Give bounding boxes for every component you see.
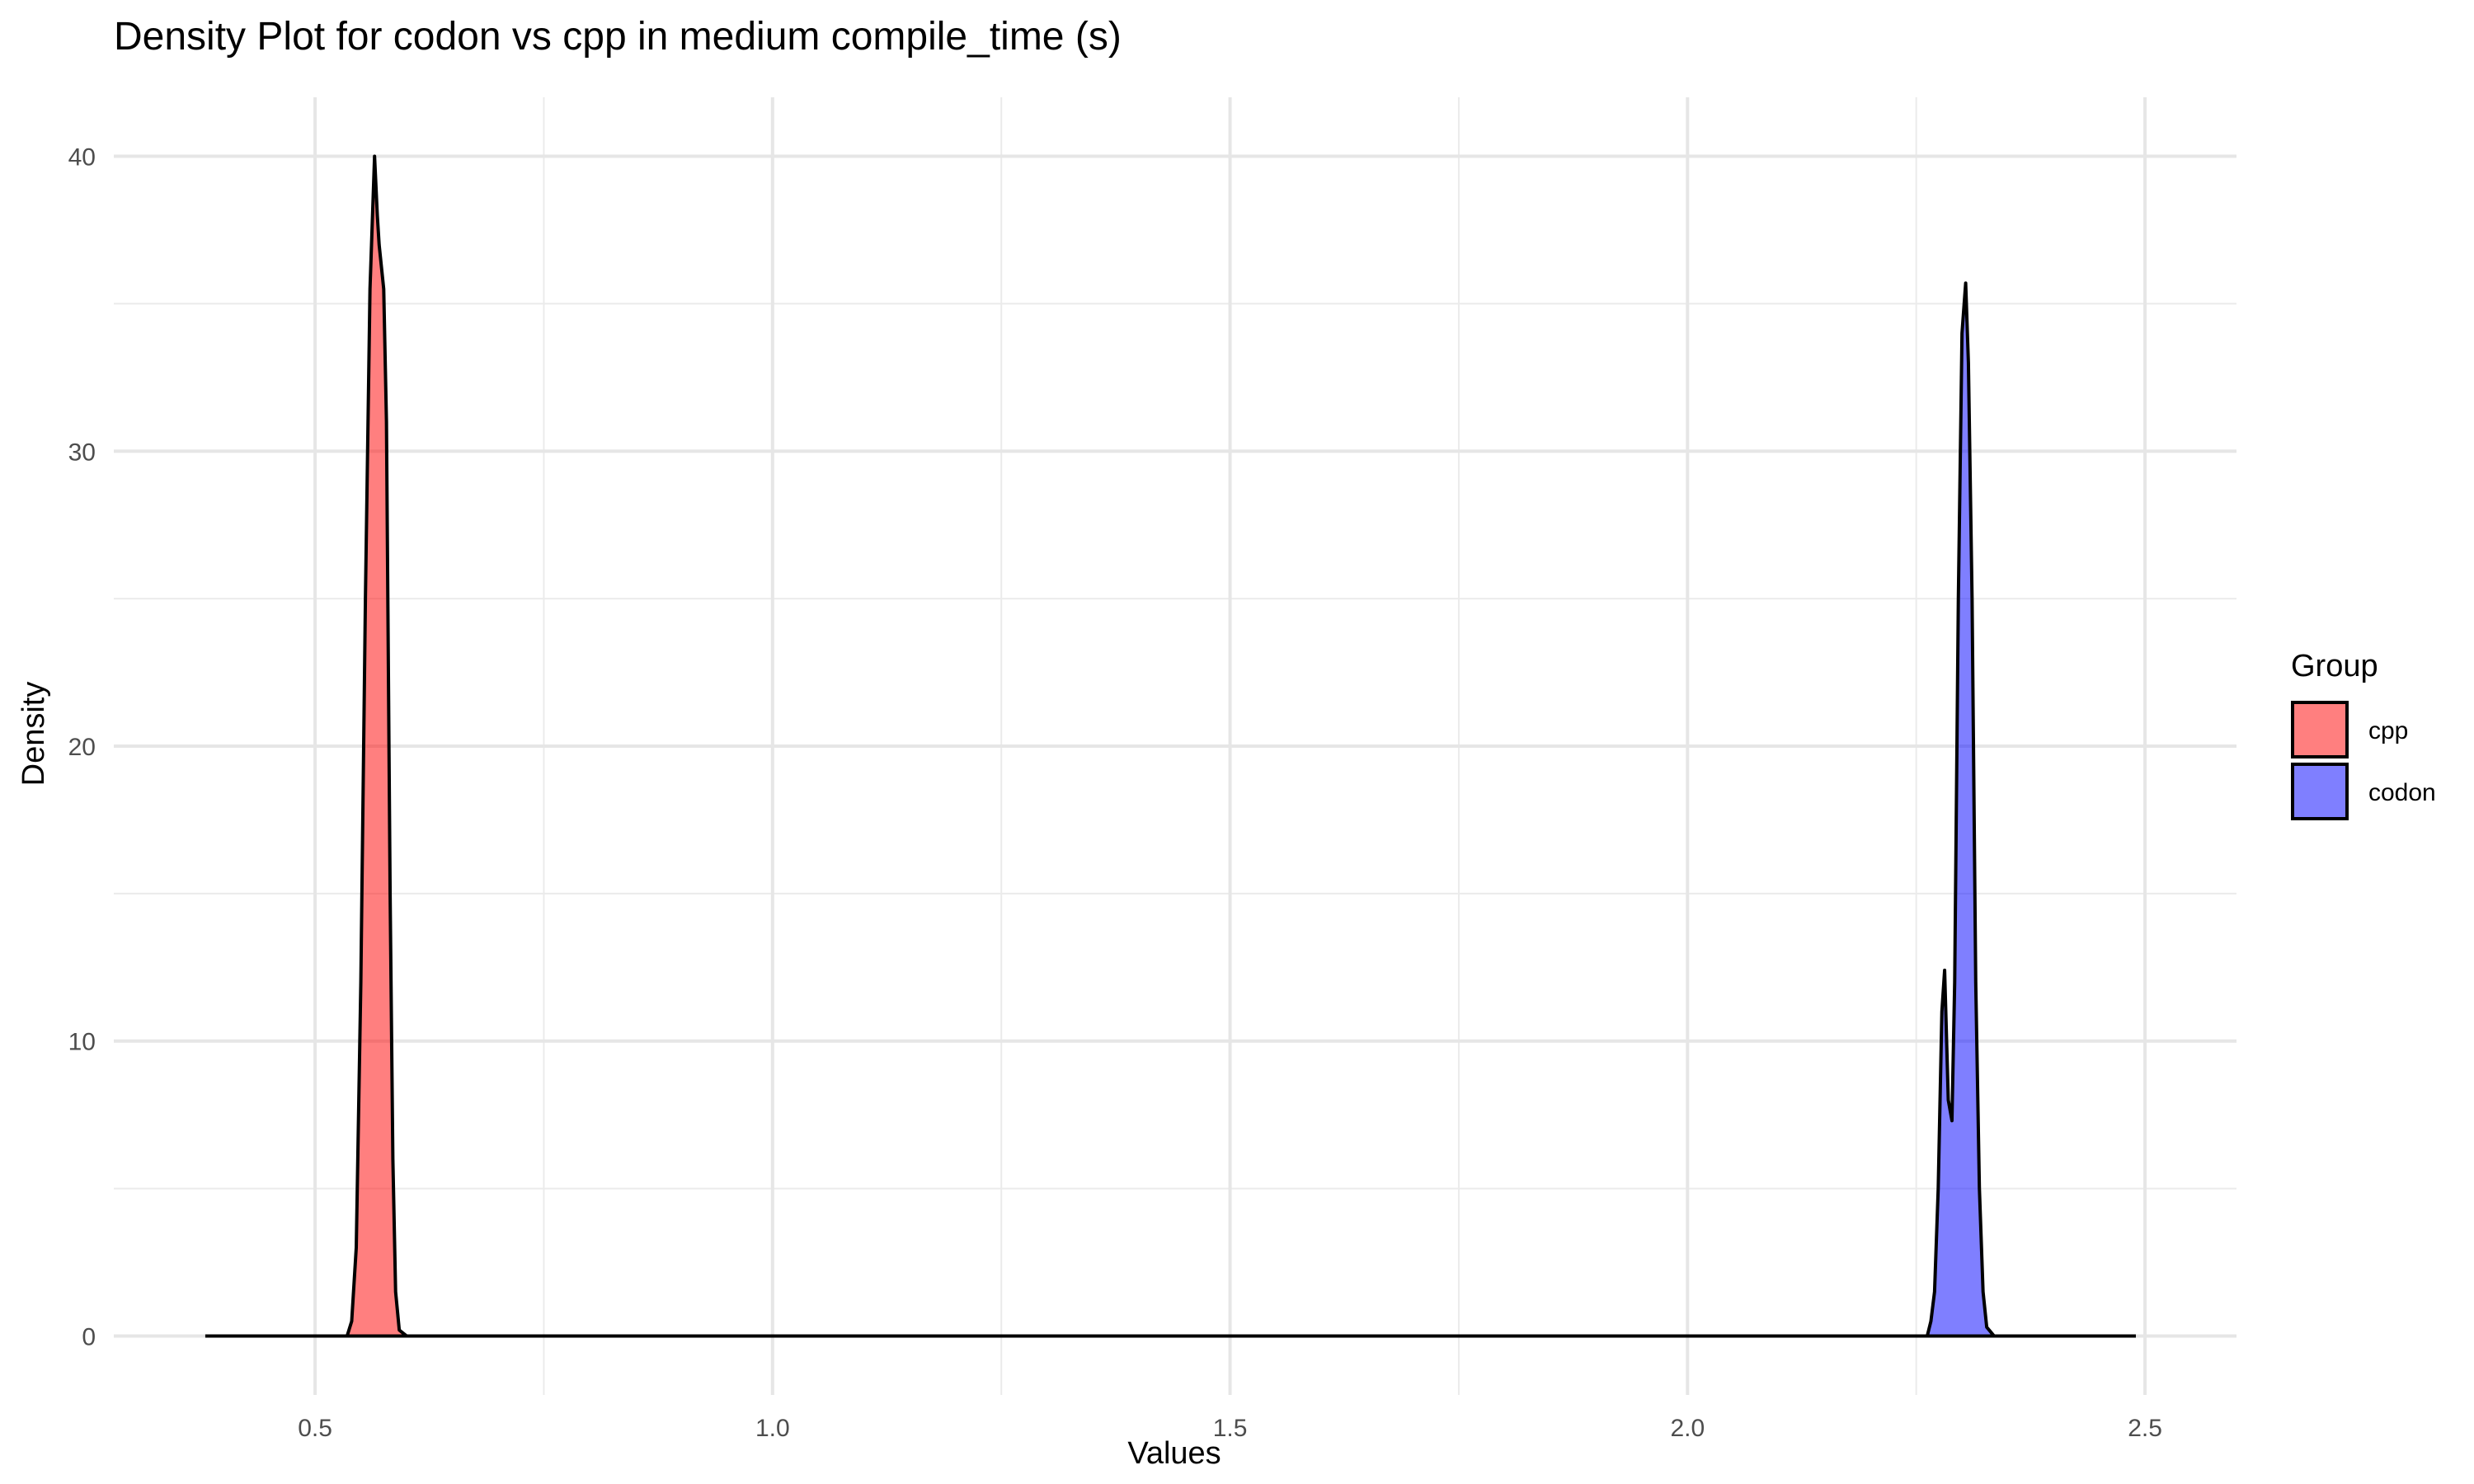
x-tick-label: 1.5 bbox=[1213, 1415, 1248, 1442]
x-tick-label: 2.0 bbox=[1670, 1415, 1705, 1442]
x-tick-label: 0.5 bbox=[298, 1415, 332, 1442]
x-axis-tick-labels: 0.5 1.0 1.5 2.0 2.5 bbox=[298, 1415, 2162, 1442]
x-tick-label: 2.5 bbox=[2128, 1415, 2162, 1442]
y-tick-label: 30 bbox=[68, 439, 96, 466]
y-tick-label: 20 bbox=[68, 734, 96, 761]
legend-title: Group bbox=[2291, 649, 2378, 683]
chart-title: Density Plot for codon vs cpp in medium … bbox=[114, 15, 1122, 59]
density-line-codon bbox=[205, 281, 2136, 1338]
legend: Group cpp codon bbox=[2291, 649, 2436, 820]
minor-gridlines bbox=[114, 97, 2236, 1395]
legend-swatch-cpp bbox=[2291, 701, 2349, 758]
legend-item-codon: codon bbox=[2291, 763, 2436, 820]
legend-item-cpp: cpp bbox=[2291, 701, 2408, 758]
density-line-cpp bbox=[205, 154, 2136, 1338]
legend-label-cpp: cpp bbox=[2368, 717, 2408, 744]
density-areas bbox=[205, 154, 2136, 1338]
y-axis-tick-labels: 0 10 20 30 40 bbox=[68, 144, 96, 1351]
x-tick-label: 1.0 bbox=[755, 1415, 790, 1442]
legend-label-codon: codon bbox=[2368, 779, 2436, 806]
x-axis-title: Values bbox=[1127, 1436, 1221, 1471]
density-area-cpp bbox=[346, 156, 407, 1336]
y-tick-label: 40 bbox=[68, 144, 96, 171]
y-tick-label: 0 bbox=[82, 1323, 96, 1350]
major-gridlines bbox=[114, 97, 2236, 1395]
legend-swatch-codon bbox=[2291, 763, 2349, 820]
y-tick-label: 10 bbox=[68, 1029, 96, 1056]
y-axis-title: Density bbox=[16, 682, 51, 787]
